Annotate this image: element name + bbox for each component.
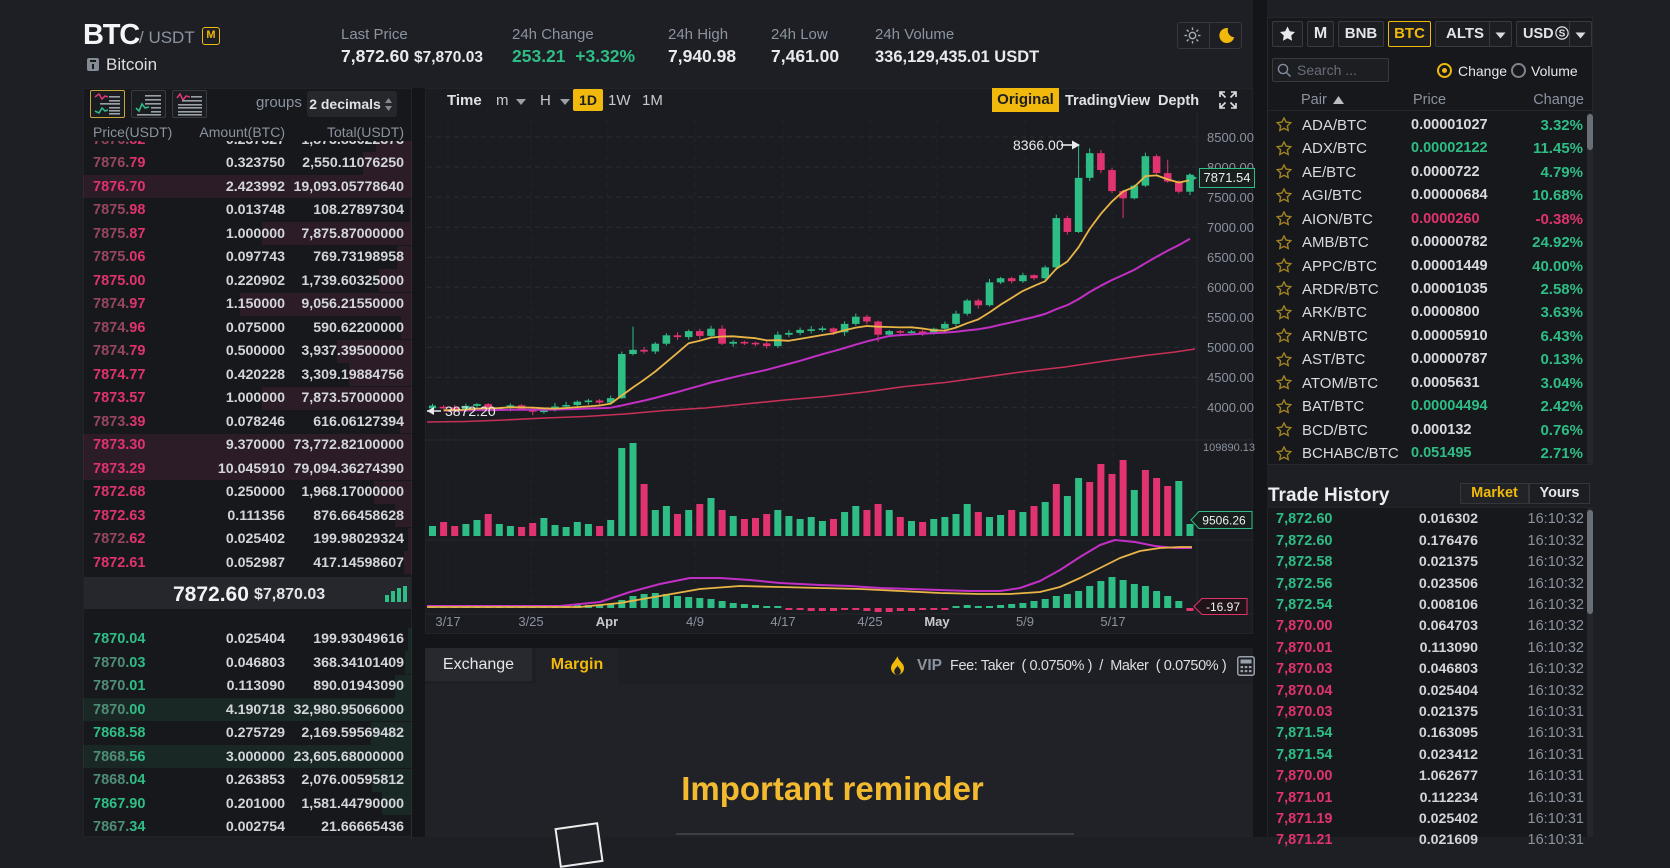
svg-text:S: S [1558, 29, 1565, 40]
svg-text:9506.26: 9506.26 [1202, 514, 1246, 528]
svg-text:-16.97: -16.97 [1206, 600, 1240, 614]
svg-text:8366.00: 8366.00 [1013, 137, 1064, 153]
svg-text:3872.20: 3872.20 [445, 403, 496, 419]
